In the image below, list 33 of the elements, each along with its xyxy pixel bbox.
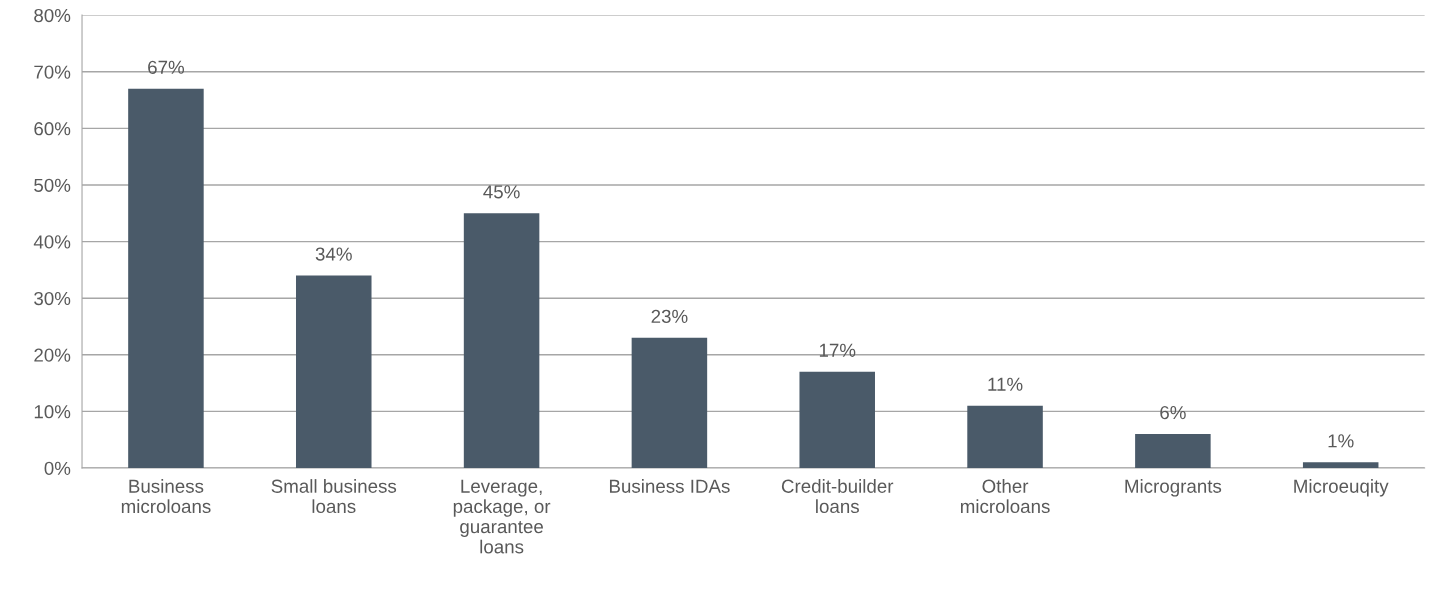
data-label: 23% (651, 309, 688, 323)
data-label: 45% (483, 185, 520, 199)
y-tick-label: 60% (34, 122, 71, 136)
y-tick-label: 40% (33, 235, 71, 249)
data-label: 34% (315, 247, 352, 261)
data-label: 1% (1328, 434, 1354, 448)
bar (799, 371, 875, 468)
bar (1135, 434, 1211, 468)
y-tick-label: 30% (34, 291, 71, 306)
data-label: 11% (988, 377, 1023, 391)
y-tick-label: 10% (34, 405, 71, 419)
x-tick-label: Microeuqity (1294, 479, 1389, 497)
x-tick-label: Credit-builder loans (781, 479, 894, 514)
x-tick-label: Small business loans (271, 479, 397, 514)
x-tick-label: Business IDAs (609, 479, 730, 493)
y-tick-label: 70% (34, 65, 71, 79)
bar (631, 337, 708, 468)
x-tick-label: Other microloans (960, 479, 1050, 514)
bar (296, 275, 372, 468)
bar (463, 213, 540, 468)
x-tick-label: Leverage, package, or guarantee loans (453, 479, 551, 554)
bar (128, 88, 204, 468)
x-tick-label: Microgrants (1125, 479, 1222, 497)
data-label: 17% (819, 343, 856, 357)
y-tick-label: 20% (34, 348, 71, 362)
y-tick-label: 50% (34, 178, 71, 192)
data-label: 67% (148, 60, 185, 74)
y-tick-label: 0% (44, 461, 71, 475)
y-tick-label: 80% (34, 8, 71, 23)
bar (967, 405, 1043, 468)
bar (1302, 462, 1379, 468)
x-tick-label: Business microloans (121, 479, 211, 514)
data-label: 6% (1160, 405, 1186, 420)
